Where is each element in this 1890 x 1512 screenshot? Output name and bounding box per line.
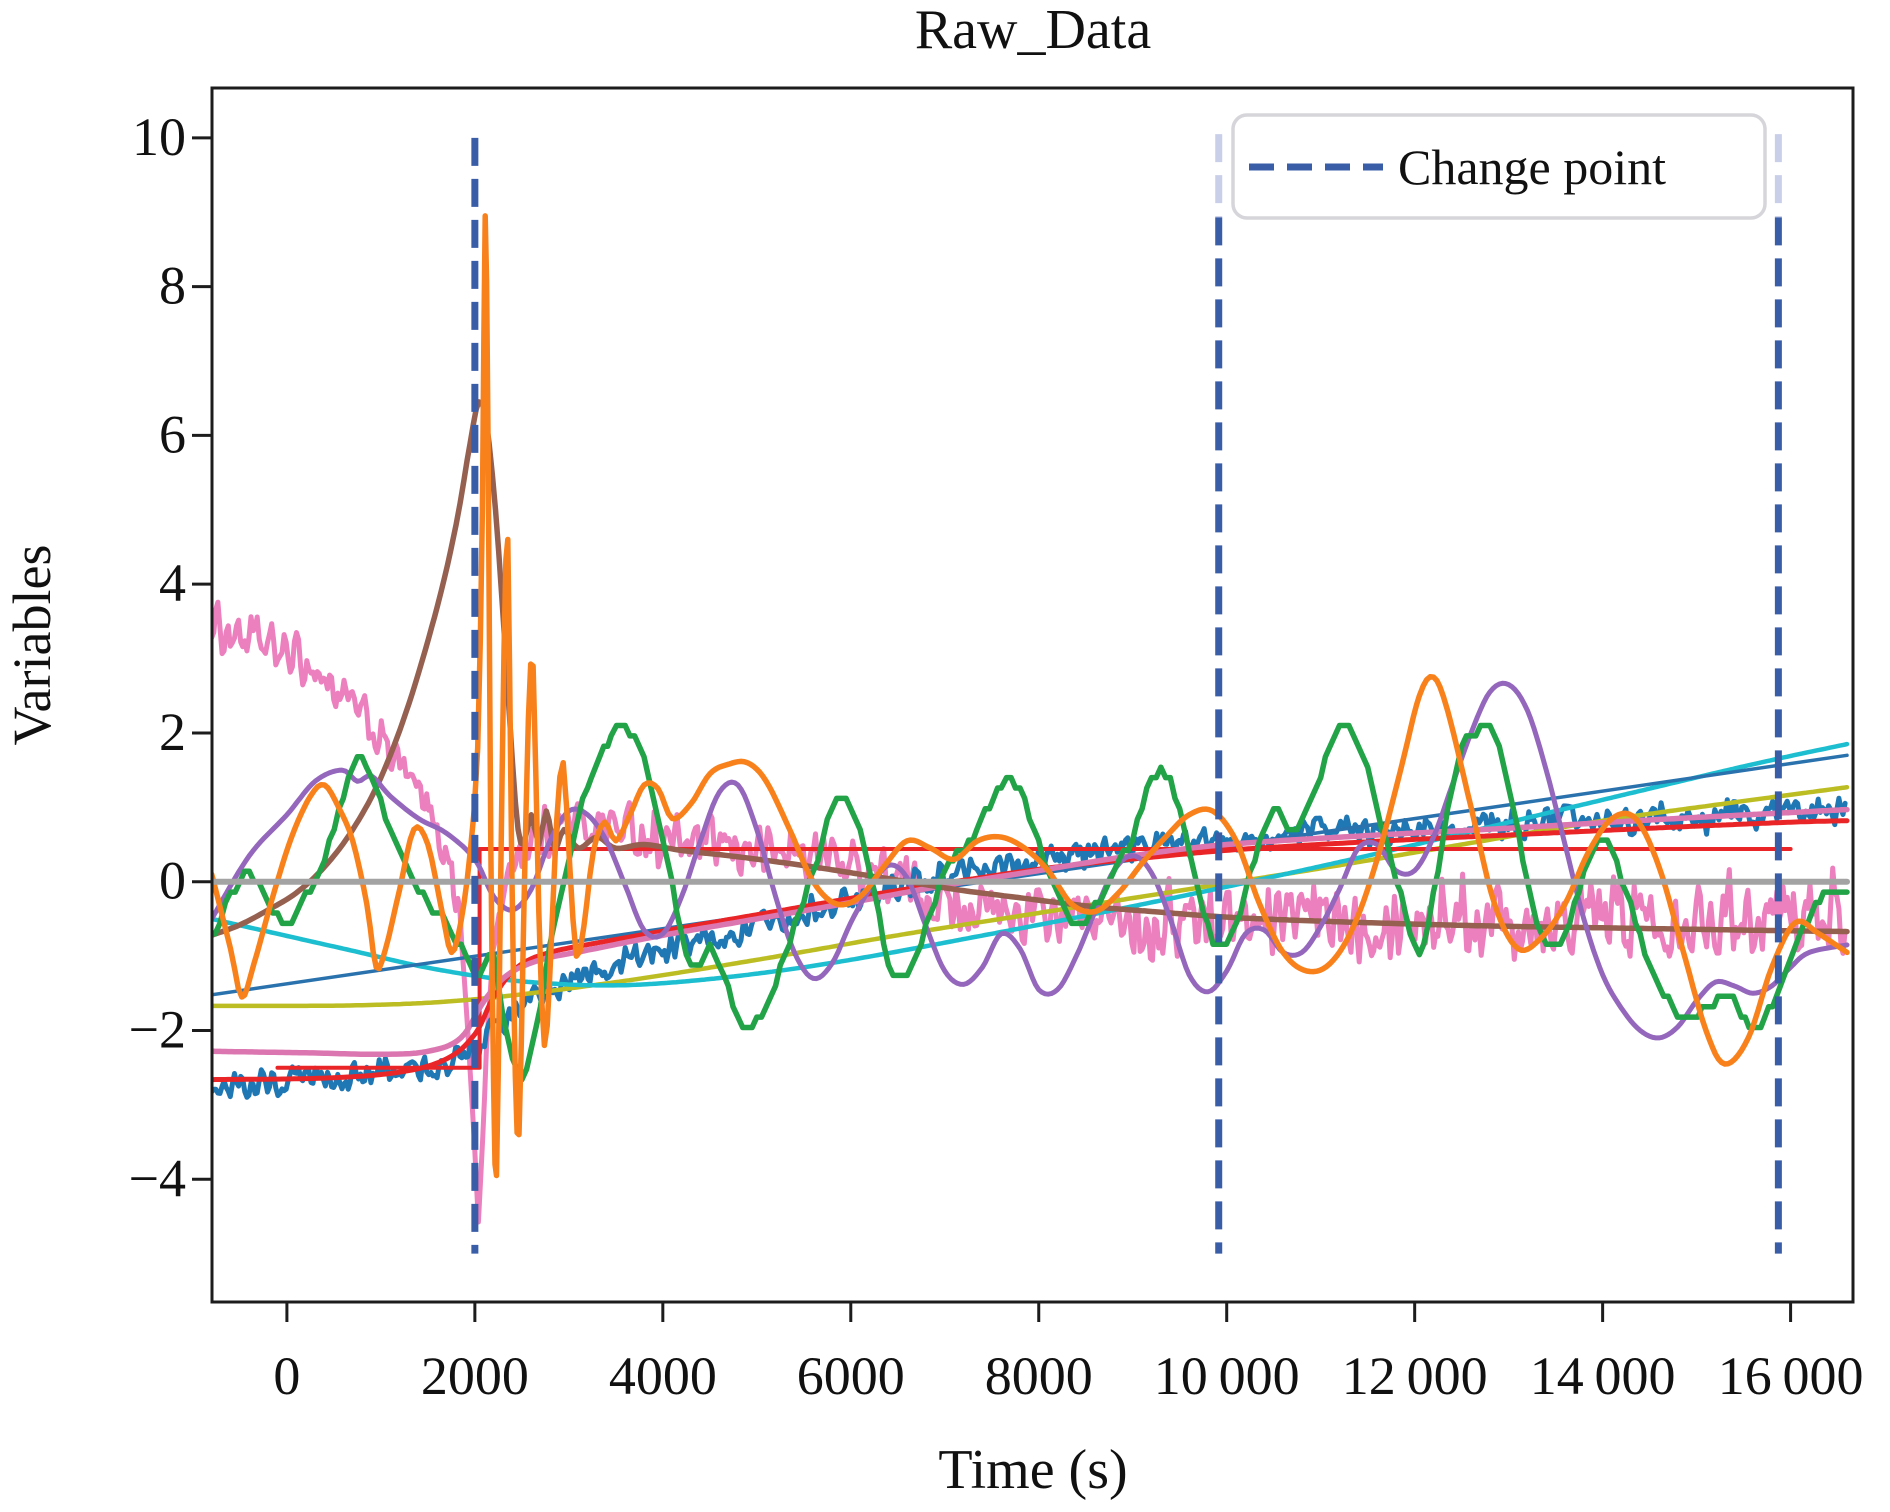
series-line-red-step (275, 847, 1793, 1070)
axis-ticks: 0 2000 4000 6000 8000 10 000 12 000 14 000 16 00… (129, 107, 1864, 1406)
plot-border (210, 86, 1855, 1304)
chart-title: Raw_Data (915, 0, 1152, 61)
x-tick-label: 6000 (797, 1346, 905, 1406)
series-line-thin-blue-trend (212, 753, 1849, 997)
y-tick-label: −4 (129, 1148, 186, 1208)
y-tick-label: 8 (159, 256, 186, 316)
legend: Change point (1231, 113, 1767, 220)
series-line-brown-wave (212, 399, 1850, 939)
x-tick-label: 14 000 (1530, 1346, 1676, 1406)
series-line-pink-noisy (212, 599, 1848, 1225)
series-lines (212, 213, 1850, 1225)
x-tick-label: 8000 (985, 1346, 1093, 1406)
y-tick-label: 6 (159, 404, 186, 464)
y-tick-label: −2 (129, 999, 186, 1059)
x-tick-label: 0 (273, 1346, 300, 1406)
x-tick-label: 16 000 (1718, 1346, 1864, 1406)
series-line-purple-wave (212, 680, 1850, 1041)
series-line-orange-wave (212, 213, 1850, 1179)
y-tick-label: 0 (159, 851, 186, 911)
series-line-pink-trend (212, 806, 1850, 1058)
legend-box (1231, 113, 1767, 220)
x-axis-label: Time (s) (938, 1439, 1127, 1501)
changepoint-lines (471, 134, 1782, 1254)
x-tick-label: 10 000 (1154, 1346, 1300, 1406)
y-axis-label: Variables (2, 545, 62, 746)
x-tick-label: 12 000 (1342, 1346, 1488, 1406)
legend-label: Change point (1398, 139, 1666, 195)
y-tick-label: 2 (159, 702, 186, 762)
y-tick-label: 10 (132, 107, 186, 167)
x-tick-label: 2000 (421, 1346, 529, 1406)
y-tick-label: 4 (159, 553, 186, 613)
x-tick-label: 4000 (609, 1346, 717, 1406)
